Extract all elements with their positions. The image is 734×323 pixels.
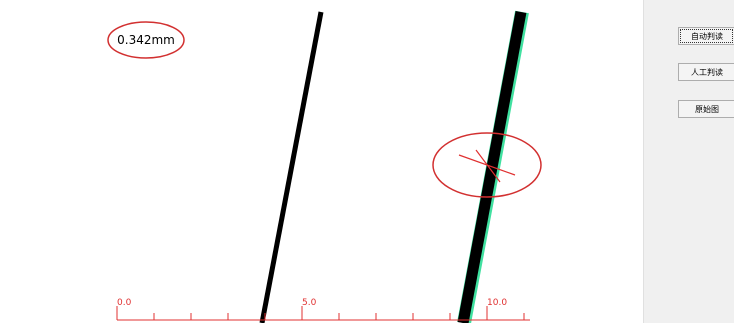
edge-line bbox=[262, 12, 321, 323]
image-view: 0.342mm 0.0 5.0 10.0 bbox=[0, 0, 643, 323]
measurement-text: 0.342mm bbox=[117, 33, 175, 47]
edge-line bbox=[463, 12, 521, 323]
side-panel: 自动判读 人工判读 原始图 bbox=[643, 0, 734, 323]
ruler-label: 5.0 bbox=[302, 298, 317, 308]
original-image-button[interactable]: 原始图 bbox=[678, 100, 734, 118]
ruler-label: 0.0 bbox=[117, 298, 132, 308]
app-window: 0.342mm 0.0 5.0 10.0 自动判读 人工判读 原始图 bbox=[0, 0, 734, 323]
manual-read-button[interactable]: 人工判读 bbox=[678, 63, 734, 81]
ruler-label: 10.0 bbox=[487, 298, 507, 308]
auto-read-button[interactable]: 自动判读 bbox=[678, 27, 734, 45]
